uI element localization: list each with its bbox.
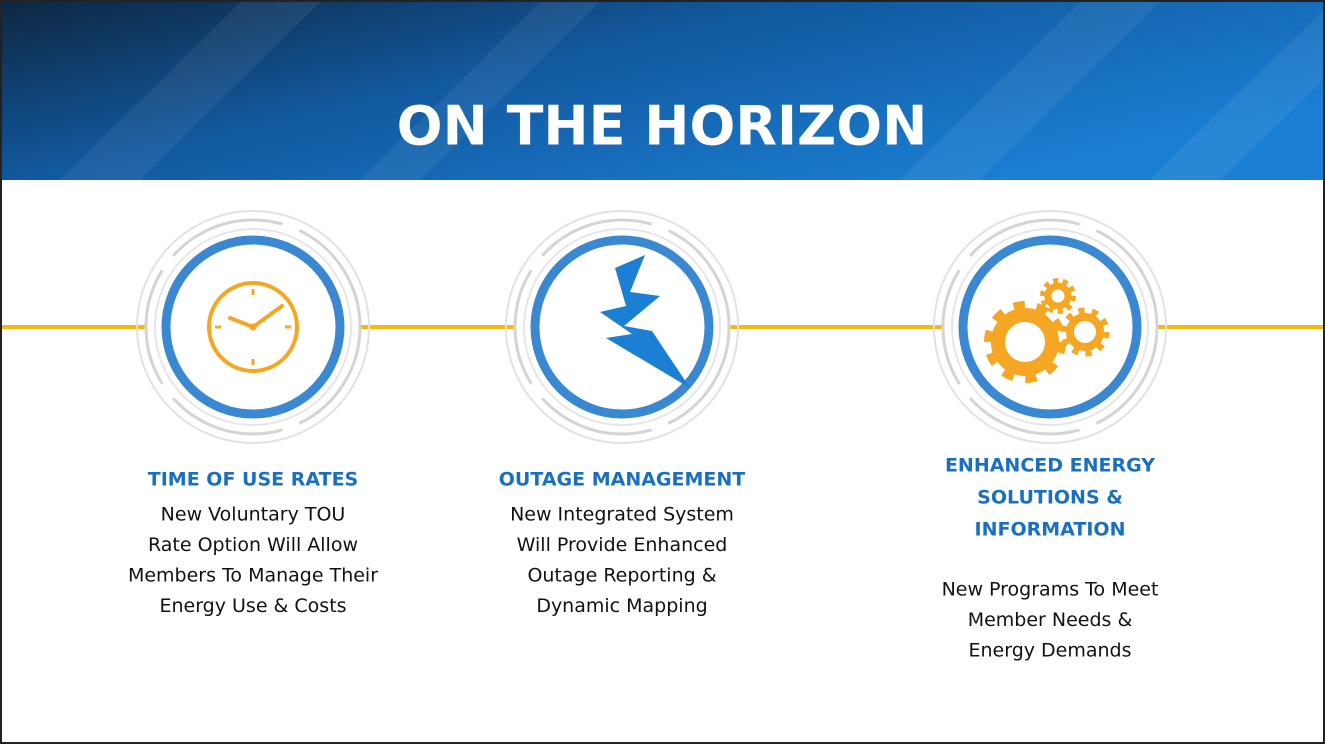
lightning-icon (600, 255, 690, 388)
item-body: Dynamic Mapping (536, 595, 707, 617)
item-body: New Programs To Meet (942, 579, 1159, 601)
item-heading: OUTAGE MANAGEMENT (499, 469, 746, 491)
header-pattern (60, 2, 1323, 180)
item-heading: ENHANCED ENERGY (945, 455, 1155, 477)
item-body: Will Provide Enhanced (517, 534, 728, 556)
item-body: Rate Option Will Allow (148, 534, 358, 556)
clock-icon (207, 281, 299, 373)
item-body: Member Needs & (968, 609, 1133, 631)
item-body: Energy Demands (968, 640, 1131, 662)
gears-icon (984, 278, 1110, 383)
slide-title: ON THE HORIZON (397, 95, 928, 158)
outer-ring (136, 210, 370, 444)
item-heading: TIME OF USE RATES (148, 469, 358, 491)
outer-ring (505, 210, 739, 444)
item-body: Energy Use & Costs (159, 595, 346, 617)
item-body: Outage Reporting & (527, 565, 716, 587)
item-heading: SOLUTIONS & (977, 487, 1123, 509)
item-body: New Integrated System (510, 504, 734, 526)
item-heading: INFORMATION (975, 519, 1126, 541)
item-body: Members To Manage Their (128, 565, 378, 587)
outer-ring (933, 210, 1167, 444)
item-body: New Voluntary TOU (161, 504, 346, 526)
header-band (2, 2, 1323, 180)
